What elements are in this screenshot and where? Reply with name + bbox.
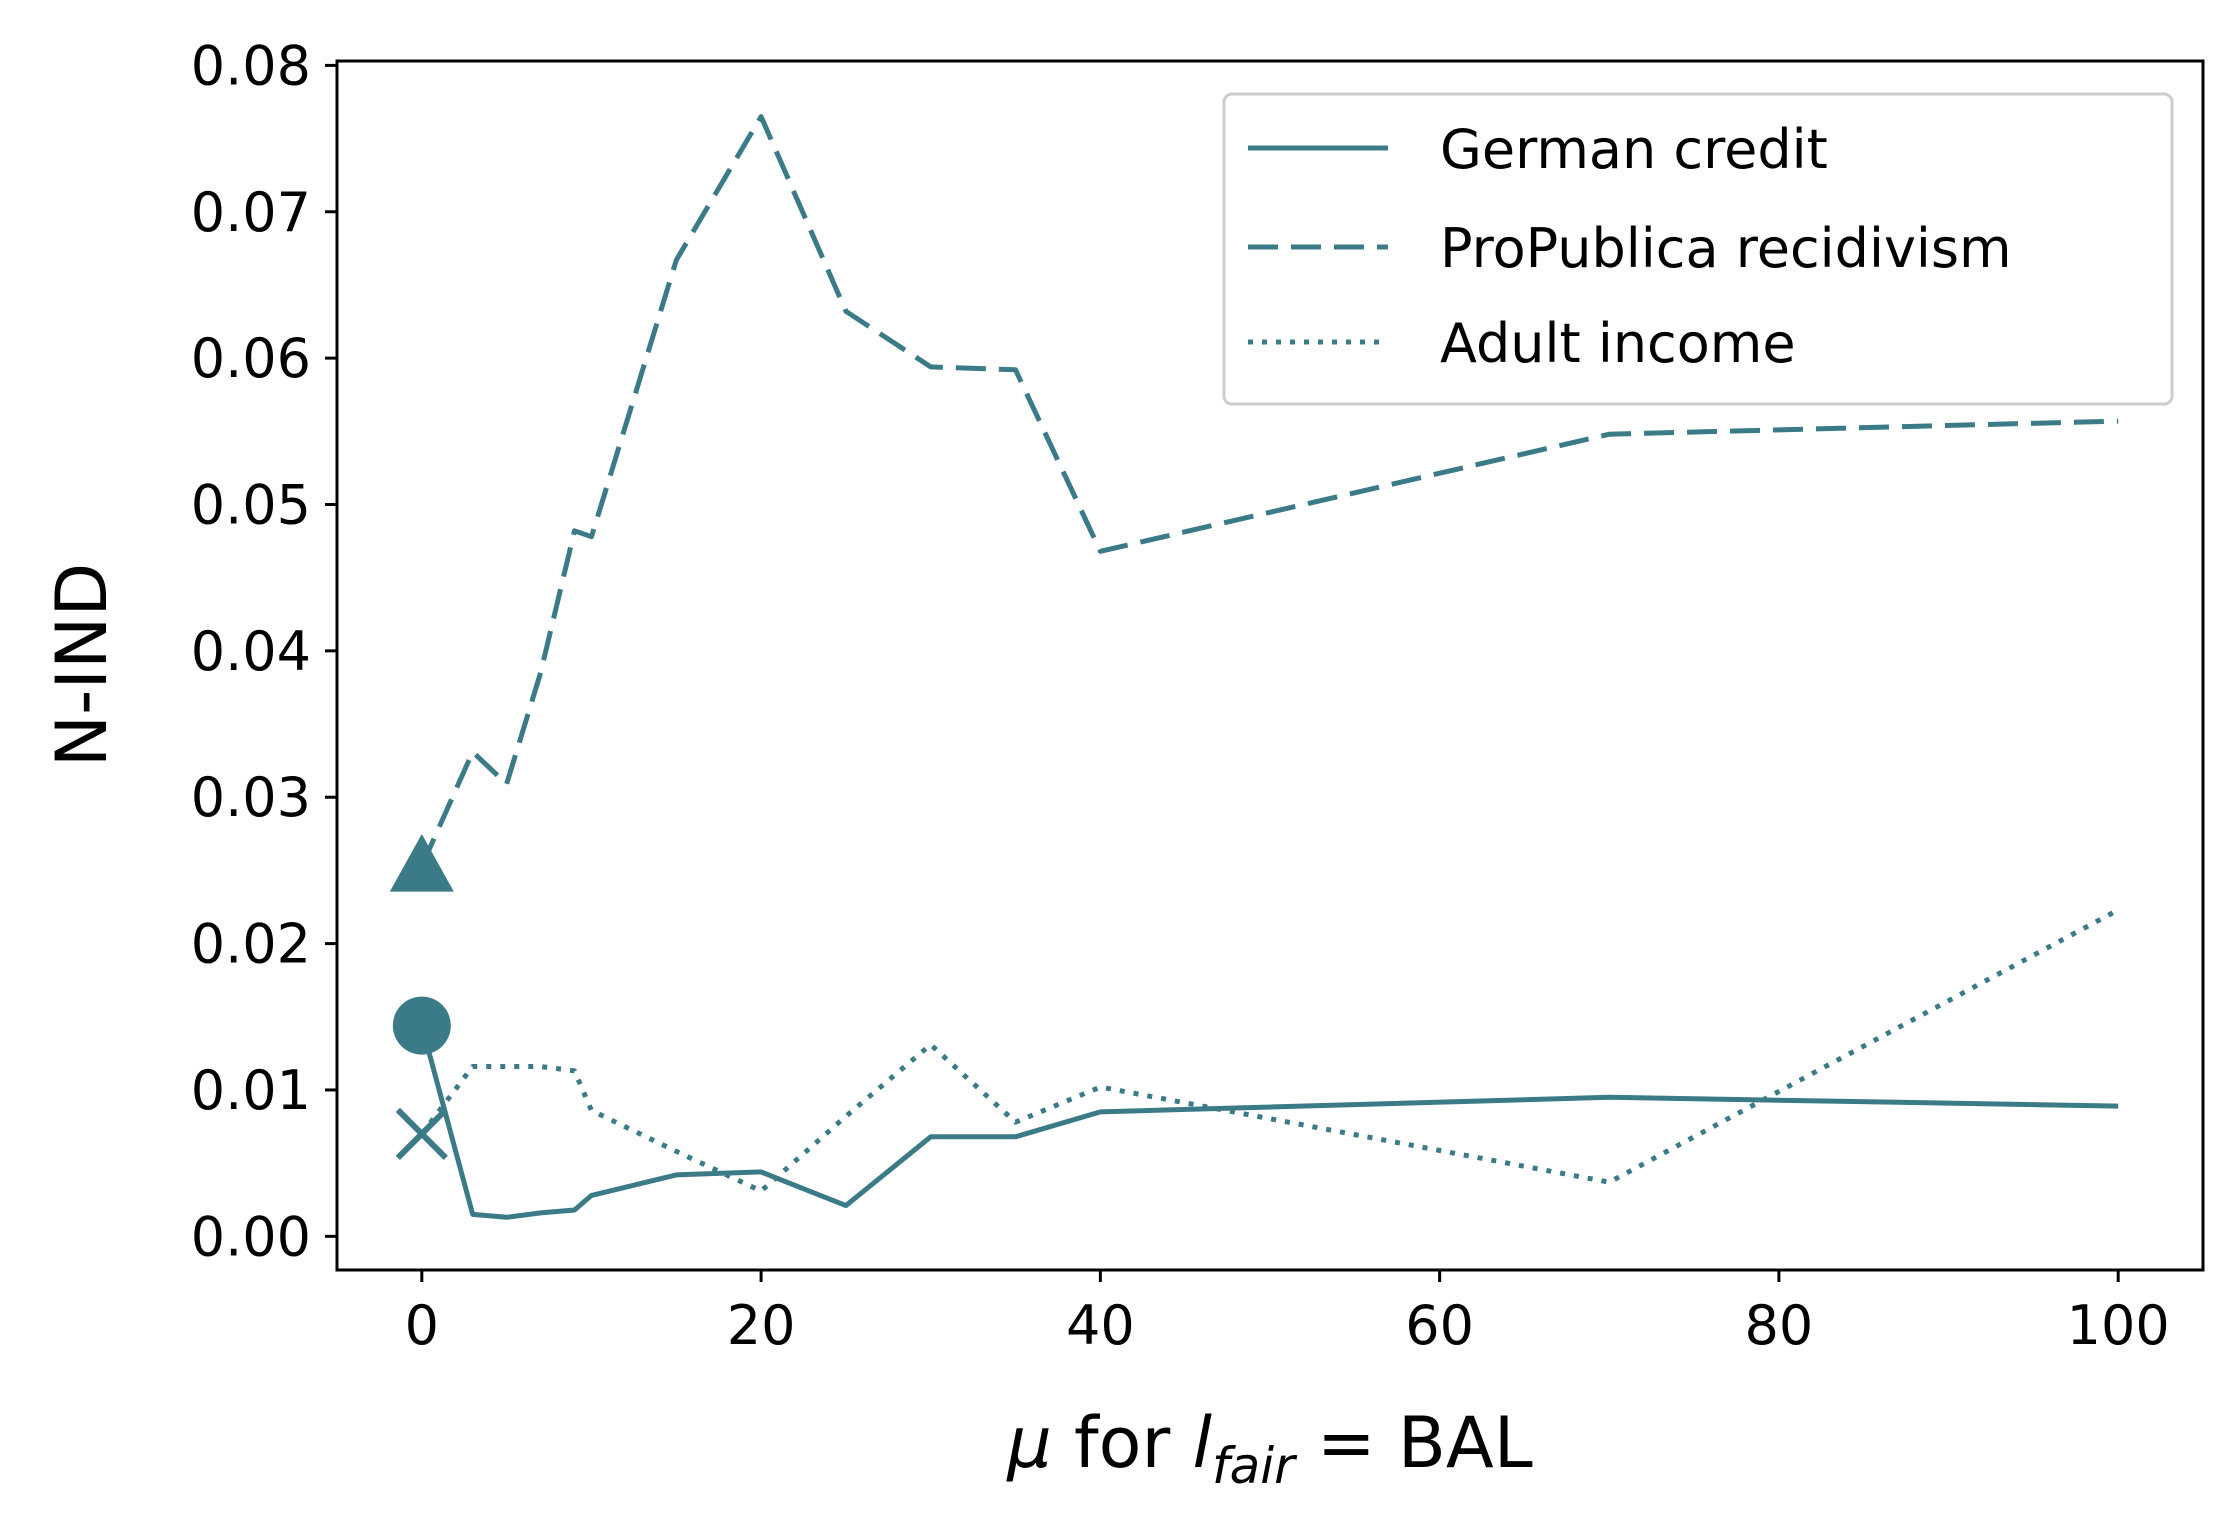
x-axis-title-suffix: = BAL [1295,1402,1533,1484]
y-tick-label: 0.07 [191,181,311,244]
y-axis-title: N-IND [41,563,123,768]
x-axis-title-l: l [1193,1402,1213,1484]
legend-label-adult-income: Adult income [1440,312,1796,375]
y-tick-label: 0.08 [191,34,311,97]
marker-german-credit [392,996,451,1055]
x-tick-label: 100 [2067,1294,2170,1357]
y-tick-label: 0.02 [191,913,311,976]
y-tick-label: 0.04 [191,620,311,683]
y-tick-label: 0.03 [191,766,311,829]
marker-propublica-recidivism [389,834,454,892]
y-tick-label: 0.06 [191,327,311,390]
legend-label-propublica: ProPublica recidivism [1440,217,2012,280]
x-tick-label: 60 [1405,1294,1474,1357]
x-axis-title-subscript: fair [1212,1437,1298,1495]
x-axis: 0 20 40 60 80 100 [405,1270,2170,1357]
series-layer [419,114,2120,1220]
y-tick-label: 0.05 [191,473,311,536]
legend-label-german-credit: German credit [1440,118,1828,181]
series-line-german-credit [419,1024,2119,1220]
y-tick-label: 0.01 [191,1059,311,1122]
x-tick-label: 40 [1066,1294,1135,1357]
y-tick-label: 0.00 [191,1205,311,1268]
x-axis-title-for: for [1052,1402,1193,1484]
plot-frame [335,59,2205,1272]
x-tick-label: 80 [1745,1294,1814,1357]
legend: German credit ProPublica recidivism Adul… [1222,92,2174,406]
marker-layer [389,834,454,1161]
x-axis-title-prefix: μ [1006,1402,1052,1484]
marker-adult-income [395,1107,448,1161]
x-tick-label: 0 [405,1294,439,1357]
legend-frame [1222,92,2174,406]
y-axis: 0.00 0.01 0.02 0.03 0.04 0.05 0.06 0.07 0.08 [191,34,337,1268]
series-line-propublica-recidivism [419,114,2119,868]
x-axis-title: μ for lfair = BAL [1006,1402,1533,1495]
x-tick-label: 20 [727,1294,796,1357]
